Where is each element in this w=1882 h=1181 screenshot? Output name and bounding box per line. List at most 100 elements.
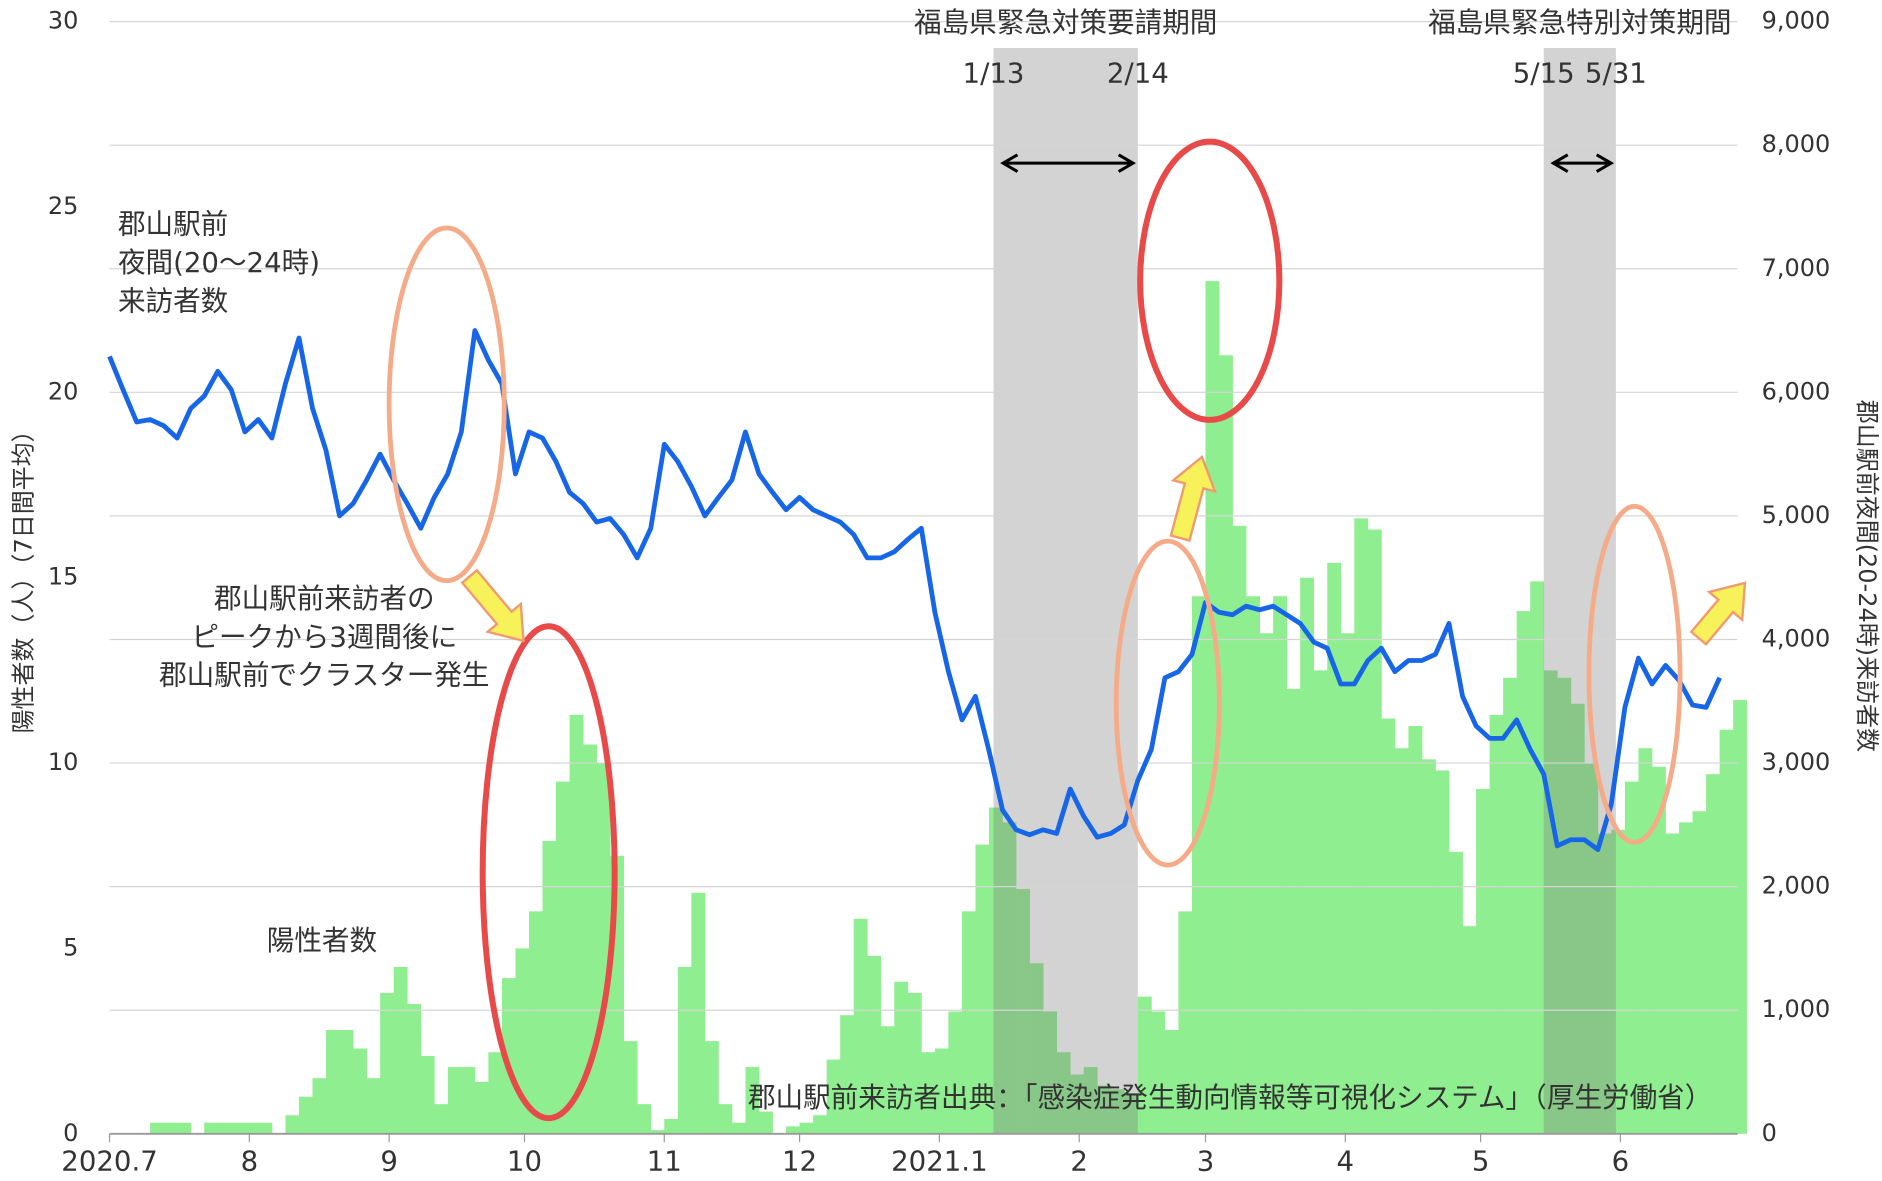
bar [447,1067,462,1134]
bar [880,1026,895,1134]
bar [312,1078,327,1134]
bar [1638,748,1653,1134]
bar [204,1122,219,1134]
visitors-label: 郡山駅前 [118,208,228,241]
cluster-note: 郡山駅前来訪者の [214,582,435,615]
bar [1043,1011,1058,1134]
bar [1178,911,1193,1134]
bar [1557,677,1572,1134]
visitors-label: 来訪者数 [118,284,228,317]
bar [1273,596,1288,1134]
bar [1029,963,1044,1134]
bars-layer [150,281,1748,1134]
bar [393,966,408,1134]
x-tick-label: 12 [782,1145,817,1177]
bar [867,955,882,1134]
period-shade [1543,47,1616,1134]
ellipse [479,623,618,1122]
bar [380,992,395,1134]
bar [1151,1011,1166,1134]
y-tick-label: 10 [48,748,79,776]
bar [326,1030,340,1134]
bar [298,1096,313,1134]
bar [1327,562,1342,1134]
source-note: 郡山駅前来訪者出典：「感染症発生動向情報等可視化システム」（厚生労働省） [748,1081,1712,1114]
ellipse [1586,503,1683,845]
bar [258,1122,273,1134]
bar [758,1111,773,1134]
bar [339,1030,354,1134]
bar [1570,703,1585,1134]
bar [1164,1030,1179,1134]
shade-layer [993,47,1616,1134]
bar [420,1055,435,1134]
y-tick-label: 20 [48,377,79,405]
y2-tick-label: 1,000 [1762,995,1831,1023]
bar [353,1048,367,1134]
bar [664,1118,679,1134]
bar [826,1059,841,1134]
y-tick-label: 15 [48,563,79,591]
bar [975,844,990,1134]
bar [1692,811,1707,1134]
bar [921,1052,936,1134]
bar [1408,725,1423,1134]
bar [988,807,1003,1134]
period-end-label: 2/14 [1107,56,1169,89]
bar [1219,355,1233,1134]
bar [1719,729,1734,1134]
x-tick-label: 2 [1070,1145,1088,1177]
bar [1070,1074,1085,1134]
period-start-label: 1/13 [963,56,1025,89]
line [107,328,1722,852]
period-arrow [1550,153,1615,173]
bar [1489,714,1504,1134]
x-tick-label: 3 [1197,1145,1215,1177]
arrow [1689,581,1747,646]
bar [1435,770,1450,1134]
x-tick-label: 10 [507,1145,542,1177]
bar [1246,596,1260,1134]
bar [474,1081,489,1134]
x-tick-label: 9 [380,1145,398,1177]
bar [407,1004,422,1134]
arrows [460,454,1747,646]
bar [1381,718,1396,1134]
bar [1300,577,1315,1134]
bar [1624,781,1639,1134]
bar [217,1122,232,1134]
bar [1584,763,1599,1134]
bar [1137,996,1152,1134]
bar [1394,748,1409,1134]
bar [691,892,706,1134]
arrow [1169,454,1217,543]
bar [285,1115,300,1134]
bar [1097,1085,1112,1134]
x-tick-label: 2021.1 [891,1145,988,1177]
y-tick-label: 0 [63,1119,78,1147]
bar [244,1122,259,1134]
bar [1259,633,1274,1134]
bar [718,1104,733,1134]
bar [934,1048,949,1134]
bar [1340,633,1355,1134]
bar [366,1078,381,1134]
ellipse [1137,138,1283,423]
period-title: 福島県緊急対策要請期間 [914,6,1217,39]
bar [1651,766,1666,1134]
bar [163,1122,178,1134]
y2-tick-label: 8,000 [1762,130,1831,158]
bar [596,763,611,1134]
bar [1503,677,1518,1134]
bar [1462,926,1477,1134]
bar [1110,1089,1125,1134]
bar [1733,700,1748,1134]
y-tick-label: 5 [63,933,78,961]
bar [907,992,922,1134]
y-tick-label: 30 [48,7,79,35]
bar [1421,759,1436,1134]
bar [1449,852,1463,1134]
bar [488,1052,503,1134]
